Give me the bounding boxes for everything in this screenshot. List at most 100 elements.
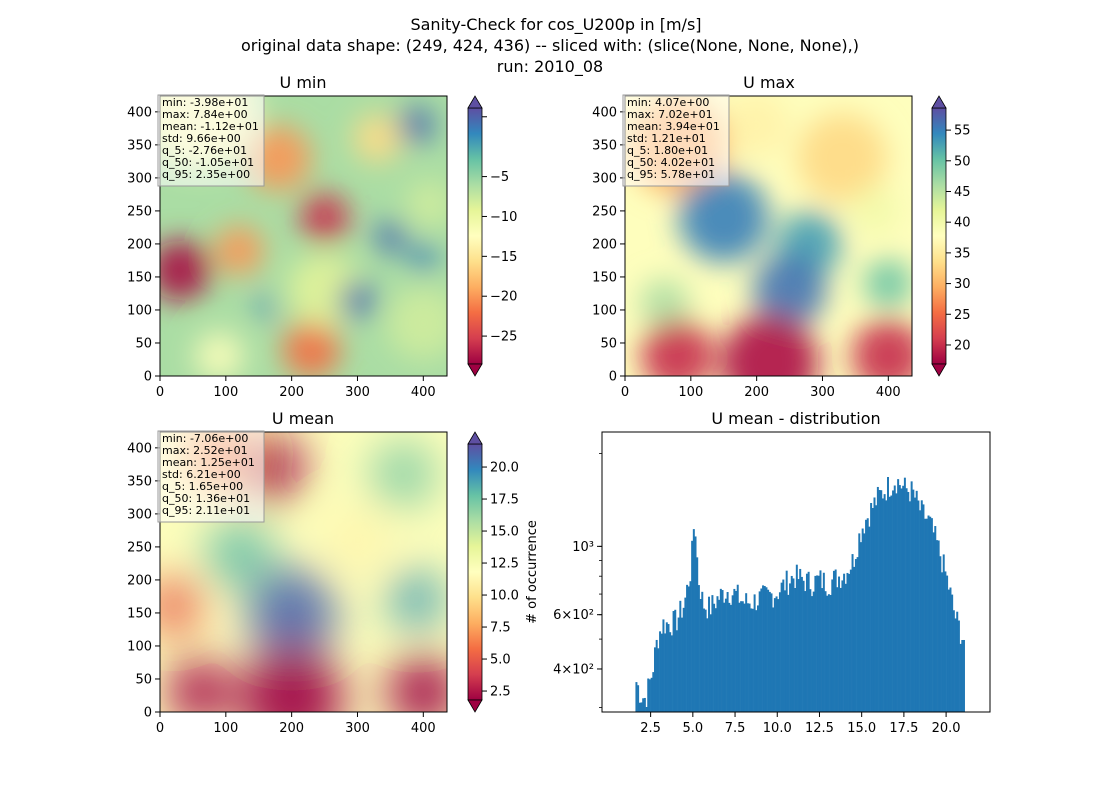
distribution-bar <box>809 589 812 712</box>
umax-stats-line: max: 7.02e+01 <box>627 108 713 121</box>
umean-stats-line: max: 2.52e+01 <box>162 444 248 457</box>
distribution-bar <box>935 540 938 712</box>
distribution-bar <box>876 486 879 712</box>
distribution-y-axis-label: # of occurrence <box>525 520 540 624</box>
umin-field-blob <box>352 113 402 163</box>
distribution-bar <box>846 572 849 712</box>
distribution-x-tick-label: 15.0 <box>847 721 876 736</box>
distribution-bar <box>669 632 672 712</box>
distribution-bar <box>648 679 651 712</box>
distribution-bar <box>821 588 824 712</box>
umean-axes-frame <box>159 431 448 713</box>
umin-y-tick-label: 150 <box>127 270 152 285</box>
distribution-x-tick-label: 10.0 <box>763 721 792 736</box>
distribution-bar <box>799 568 802 712</box>
umin-field-blob <box>398 106 436 144</box>
distribution-bar <box>708 596 711 712</box>
distribution-bar <box>802 580 805 712</box>
umean-field-blob <box>370 441 437 507</box>
distribution-bar <box>866 518 869 712</box>
figure-title-line-1: Sanity-Check for cos_U200p in [m/s] <box>410 15 701 35</box>
umean-colorbar: 20.0 17.5 15.0 12.5 10.0 7.5 5.0 2.5 <box>467 431 519 713</box>
distribution-bar <box>642 698 645 712</box>
umin-x-tick-label: 200 <box>279 385 304 400</box>
distribution-bar <box>944 571 947 712</box>
umax-stats-line: min: 4.07e+00 <box>627 96 709 109</box>
distribution-axes-frame <box>601 431 991 713</box>
distribution-bar <box>797 579 800 712</box>
distribution-bar <box>638 702 641 712</box>
distribution-bar <box>912 489 915 712</box>
umax-colorbar-tick-label: 40 <box>954 216 971 231</box>
umax-y-tick-label: 0 <box>609 370 617 385</box>
distribution-bar <box>848 573 851 712</box>
umax-stats-line: mean: 3.94e+01 <box>627 120 720 133</box>
distribution-bar <box>875 505 878 712</box>
umin-axes-frame <box>159 95 448 377</box>
umax-x-tick-label: 0 <box>621 385 629 400</box>
umean-colorbar-extend-min <box>467 699 483 713</box>
distribution-bar <box>832 570 835 712</box>
distribution-bar <box>792 578 795 712</box>
umean-colorbar-tick-label: 12.5 <box>490 557 519 572</box>
distribution-bar <box>704 609 707 712</box>
umax-colorbar-extend-min <box>931 363 947 377</box>
distribution-bar <box>920 500 923 712</box>
distribution-bar <box>895 493 898 712</box>
distribution-bar <box>659 631 662 712</box>
distribution-bar <box>892 490 895 712</box>
umin-colorbar-tick-label: −10 <box>490 210 517 225</box>
distribution-x-tick-label: 5.0 <box>682 721 703 736</box>
umin-stats-line: std: 9.66e+00 <box>162 132 241 145</box>
distribution-bar <box>927 515 930 712</box>
distribution-bar <box>917 500 920 712</box>
umean-y-tick-label: 250 <box>127 540 152 555</box>
distribution-bar <box>687 586 690 712</box>
distribution-bar <box>652 672 655 712</box>
distribution-bar <box>831 579 834 712</box>
distribution-bar <box>637 685 640 712</box>
umax-colorbar-gradient <box>931 107 947 365</box>
distribution-bar <box>805 573 808 712</box>
umax-field-blob <box>724 96 790 158</box>
umax-x-tick-label: 200 <box>744 385 769 400</box>
distribution-bar <box>694 536 697 712</box>
umax-field-blob <box>640 278 689 328</box>
distribution-bar <box>677 617 680 712</box>
umin-x-tick-label: 400 <box>411 385 436 400</box>
figure-title-line-2: original data shape: (249, 424, 436) -- … <box>241 36 859 55</box>
distribution-bar <box>662 619 665 712</box>
distribution-bar <box>898 485 901 712</box>
distribution-bar <box>868 526 871 712</box>
distribution-bar <box>839 587 842 712</box>
distribution-bar <box>751 608 754 712</box>
distribution-bar <box>775 596 778 712</box>
umean-y-tick-label: 400 <box>127 441 152 456</box>
umin-field-blob <box>214 226 264 276</box>
figure-title-line-3: run: 2010_08 <box>497 57 603 77</box>
umin-stats-line: q_5: -2.76e+01 <box>162 144 247 157</box>
distribution-bar <box>795 564 798 712</box>
distribution-x-tick-label: 20.0 <box>932 721 961 736</box>
distribution-bar <box>919 510 922 712</box>
distribution-bar <box>861 528 864 712</box>
distribution-bar <box>719 588 722 712</box>
distribution-bar <box>681 617 684 712</box>
umean-x-tick-label: 300 <box>345 721 370 736</box>
umean-colorbar-tick-label: 7.5 <box>490 621 511 636</box>
distribution-bar <box>811 596 814 712</box>
umax-stats-line: q_95: 5.78e+01 <box>627 168 715 181</box>
umean-stats-line: mean: 1.25e+01 <box>162 456 255 469</box>
distribution-bar <box>957 620 960 712</box>
distribution-bar <box>812 591 815 712</box>
umax-colorbar-tick-label: 50 <box>954 154 971 169</box>
umean-colorbar-tick-label: 10.0 <box>490 589 519 604</box>
umin-x-axis: 0 100 200 300 400 <box>156 376 436 400</box>
distribution-bar <box>782 579 785 712</box>
distribution-bar <box>952 610 955 712</box>
distribution-title: U mean - distribution <box>711 409 880 428</box>
distribution-x-tick-label: 12.5 <box>805 721 834 736</box>
distribution-bar <box>956 611 959 712</box>
distribution-bar <box>699 598 702 712</box>
distribution-bar <box>740 601 743 712</box>
